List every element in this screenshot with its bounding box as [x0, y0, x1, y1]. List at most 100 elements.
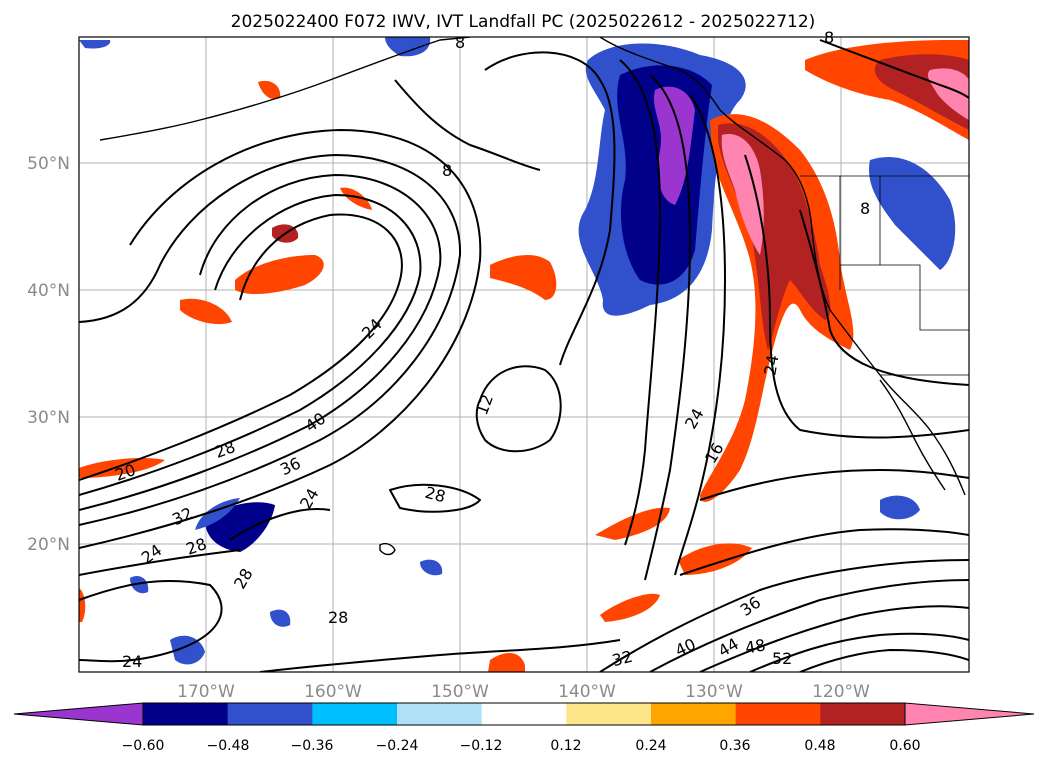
contour-label: 48	[744, 635, 767, 657]
map-frame	[78, 36, 970, 673]
shade-negative-blob-7	[130, 575, 149, 594]
shade-negative-blob-8	[420, 559, 443, 576]
shade-positive-blob-4	[180, 298, 232, 325]
contour-line	[484, 51, 616, 366]
shade-positive-blob-12	[488, 653, 525, 672]
shade-negative-blob-3	[270, 609, 291, 627]
contour-line	[674, 94, 726, 576]
contour-line	[79, 194, 422, 496]
contour-line	[699, 605, 969, 672]
colorbar-tick: −0.12	[460, 738, 503, 754]
figure-title: 2025022400 F072 IWV, IVT Landfall PC (20…	[231, 12, 816, 32]
colorbar-tick: 0.36	[719, 738, 750, 754]
contour-line	[79, 154, 462, 526]
colorbar-tick: 0.48	[804, 738, 835, 754]
lon-label-160w: 160°W	[304, 682, 362, 702]
contour-line	[744, 154, 969, 439]
contour-line	[749, 632, 969, 672]
coastlines	[99, 37, 969, 556]
colorbar: −0.60 −0.48 −0.36 −0.24 −0.12 0.12 0.24 …	[13, 702, 1035, 754]
contour-label: 28	[328, 608, 348, 627]
contour-line	[79, 549, 241, 576]
contour-line	[394, 79, 541, 171]
contour-line	[699, 469, 969, 501]
contour-line	[599, 559, 969, 672]
shade-negative-pnw-min	[653, 86, 695, 205]
lon-label-170w: 170°W	[177, 682, 235, 702]
contour-label: 28	[423, 483, 448, 507]
colorbar-extend-low	[14, 703, 143, 725]
colorbar-segment	[651, 703, 737, 725]
shade-positive-blob-7	[678, 543, 752, 575]
contour-line	[259, 639, 621, 672]
lon-label-130w: 130°W	[685, 682, 743, 702]
contour-label: 8	[860, 199, 870, 218]
colorbar-tick: −0.60	[122, 738, 165, 754]
lon-label-140w: 140°W	[558, 682, 616, 702]
contour-line	[79, 174, 442, 511]
shade-positive-blob-11	[79, 588, 86, 622]
lon-labels: 170°W 160°W 150°W 140°W 130°W 120°W	[177, 682, 870, 702]
coastline-hawaii	[379, 542, 396, 556]
border-state-lines	[839, 176, 969, 331]
colorbar-segment	[481, 703, 567, 725]
lon-label-150w: 150°W	[431, 682, 489, 702]
contour-line	[799, 209, 969, 386]
shade-positive-blob-6	[600, 593, 660, 622]
contour-line	[79, 580, 223, 663]
colorbar-segment	[143, 703, 229, 725]
shade-negative-blob-5	[385, 37, 431, 57]
shade-positive-blob-1	[235, 255, 324, 295]
coastline-west-coast	[719, 109, 966, 496]
lat-label-30n: 30°N	[27, 408, 70, 428]
shade-positive-coast-peak	[721, 134, 764, 255]
colorbar-segments	[14, 703, 1034, 725]
map-background	[79, 37, 969, 672]
colorbar-tick: 0.12	[550, 738, 581, 754]
contour-line	[799, 649, 969, 672]
colorbar-extend-high	[905, 703, 1034, 725]
shade-positive-blob-5	[595, 507, 670, 540]
lat-label-20n: 20°N	[27, 535, 70, 555]
colorbar-segment	[397, 703, 483, 725]
contour-line	[644, 74, 691, 581]
lon-label-120w: 120°W	[812, 682, 870, 702]
colorbar-segment	[312, 703, 398, 725]
colorbar-segment	[735, 703, 821, 725]
contour-line	[819, 39, 969, 99]
map-panel: 8 8 8 12 16 24 24 24 24 28 28 28 28 28 3…	[78, 28, 970, 673]
shade-positive-blob-8	[340, 187, 372, 210]
lat-labels: 50°N 40°N 30°N 20°N	[27, 154, 70, 555]
contour-label: 24	[760, 353, 782, 376]
contour-label: 32	[610, 647, 635, 671]
coastline-baja	[879, 379, 946, 491]
colorbar-ticks: −0.60 −0.48 −0.36 −0.24 −0.12 0.12 0.24 …	[122, 738, 921, 754]
contour-label: 8	[455, 33, 465, 52]
contour-line	[679, 528, 969, 576]
ivt-contours	[79, 39, 969, 672]
contour-line	[389, 483, 481, 513]
contour-closed-low	[475, 365, 562, 453]
contour-line	[229, 508, 331, 541]
colorbar-tick: 0.24	[635, 738, 666, 754]
contour-line	[79, 213, 403, 481]
shade-negative-blob-4	[880, 495, 920, 520]
contour-line	[649, 579, 969, 672]
colorbar-segment	[227, 703, 313, 725]
shade-positive-blob-2	[490, 254, 557, 300]
ivt-shading	[79, 37, 969, 672]
lat-label-50n: 50°N	[27, 154, 70, 174]
coastline-alaska-panhandle	[599, 37, 721, 111]
colorbar-tick: 0.60	[889, 738, 920, 754]
colorbar-segment	[566, 703, 652, 725]
contour-label: 24	[122, 652, 142, 671]
shade-positive-blob-9	[258, 80, 281, 100]
colorbar-tick: −0.48	[207, 738, 250, 754]
colorbar-tick: −0.36	[291, 738, 334, 754]
coastline-alaska	[99, 37, 471, 141]
colorbar-segment	[820, 703, 906, 725]
contour-label: 52	[772, 649, 792, 668]
shade-negative-interior	[869, 156, 956, 270]
contour-line	[619, 59, 661, 546]
